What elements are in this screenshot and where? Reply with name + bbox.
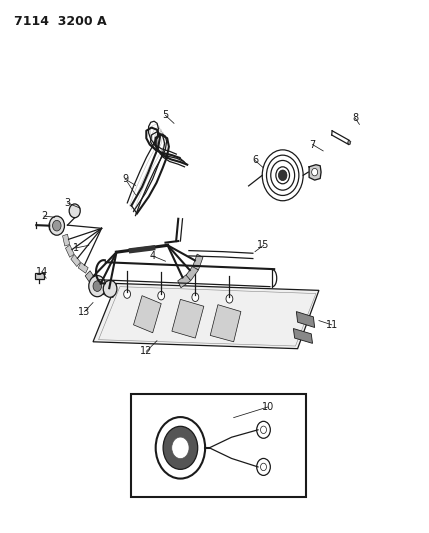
Text: 9: 9 bbox=[122, 174, 128, 184]
Bar bbox=[35, 273, 44, 279]
Text: 14: 14 bbox=[36, 267, 48, 277]
Circle shape bbox=[89, 276, 106, 297]
Text: 1: 1 bbox=[73, 243, 79, 253]
Polygon shape bbox=[85, 271, 97, 286]
Polygon shape bbox=[293, 328, 313, 343]
Text: 11: 11 bbox=[326, 320, 338, 330]
Text: 8: 8 bbox=[352, 113, 358, 123]
Polygon shape bbox=[186, 265, 198, 280]
Polygon shape bbox=[133, 296, 161, 333]
Polygon shape bbox=[178, 274, 190, 288]
Circle shape bbox=[172, 437, 189, 458]
Circle shape bbox=[69, 204, 80, 217]
Text: 12: 12 bbox=[140, 346, 152, 357]
Text: 2: 2 bbox=[41, 211, 47, 221]
Polygon shape bbox=[309, 165, 321, 180]
Circle shape bbox=[278, 170, 287, 181]
Text: 13: 13 bbox=[79, 306, 91, 317]
Polygon shape bbox=[93, 280, 106, 294]
Polygon shape bbox=[66, 245, 74, 257]
Polygon shape bbox=[193, 254, 203, 270]
Circle shape bbox=[192, 293, 199, 302]
Text: 6: 6 bbox=[252, 156, 258, 165]
Polygon shape bbox=[347, 140, 351, 144]
Circle shape bbox=[158, 292, 165, 300]
Circle shape bbox=[49, 216, 64, 235]
Circle shape bbox=[163, 426, 198, 470]
Text: 15: 15 bbox=[257, 240, 270, 251]
Text: 3: 3 bbox=[64, 198, 70, 208]
Circle shape bbox=[124, 290, 130, 298]
Text: 4: 4 bbox=[150, 251, 156, 261]
Text: 7114  3200 A: 7114 3200 A bbox=[14, 14, 107, 28]
Circle shape bbox=[226, 295, 233, 303]
Circle shape bbox=[103, 280, 117, 297]
Text: 10: 10 bbox=[262, 402, 274, 412]
Polygon shape bbox=[172, 300, 204, 338]
Polygon shape bbox=[93, 284, 319, 349]
Text: 7: 7 bbox=[309, 140, 316, 150]
Polygon shape bbox=[63, 234, 70, 246]
Circle shape bbox=[52, 220, 61, 231]
Text: 5: 5 bbox=[162, 110, 169, 120]
Circle shape bbox=[312, 168, 317, 176]
Polygon shape bbox=[103, 287, 115, 297]
Polygon shape bbox=[78, 262, 88, 273]
Bar bbox=[131, 394, 306, 497]
Polygon shape bbox=[210, 305, 241, 342]
Polygon shape bbox=[71, 255, 81, 266]
Circle shape bbox=[93, 281, 102, 292]
Polygon shape bbox=[296, 312, 314, 327]
